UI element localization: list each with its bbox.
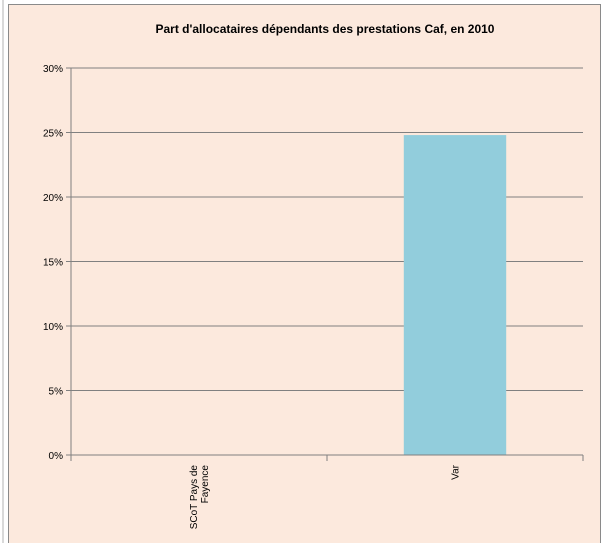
y-tick-label: 20% (43, 193, 63, 204)
y-tick-label: 30% (43, 64, 63, 75)
y-tick-label: 0% (49, 451, 64, 462)
bar-chart: Part d'allocataires dépendants des prest… (43, 22, 584, 530)
x-category-label: SCoT Pays deFayence (189, 465, 211, 530)
chart-area: Part d'allocataires dépendants des prest… (8, 4, 601, 543)
window-edge-rule (2, 0, 4, 543)
y-tick-label: 25% (43, 129, 63, 140)
x-category-label-line: SCoT Pays de (189, 465, 200, 530)
y-tick-label: 10% (43, 322, 63, 333)
x-category-label-line: Var (450, 464, 461, 479)
x-category-label-line: Fayence (200, 465, 211, 504)
bar-var (403, 135, 507, 455)
y-tick-label: 15% (43, 258, 63, 269)
chart-title: Part d'allocataires dépendants des prest… (156, 22, 495, 36)
x-category-label: Var (450, 464, 461, 479)
y-tick-label: 5% (49, 387, 64, 398)
